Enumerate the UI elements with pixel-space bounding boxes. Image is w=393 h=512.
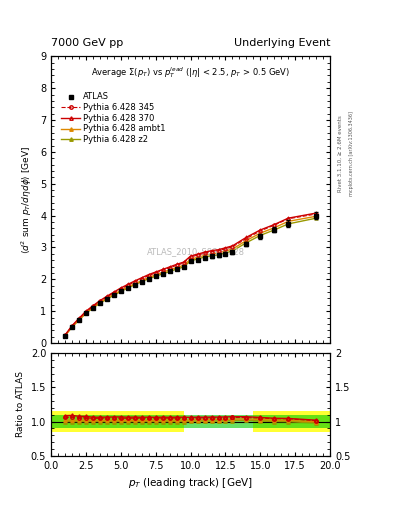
Text: ATLAS_2010_S8894728: ATLAS_2010_S8894728	[147, 247, 245, 256]
Bar	[51, 415, 184, 429]
Y-axis label: $\langle d^2$ sum $p_T/d\eta d\phi\rangle$ [GeV]: $\langle d^2$ sum $p_T/d\eta d\phi\rangl…	[20, 145, 35, 254]
Bar	[51, 411, 184, 432]
Legend: ATLAS, Pythia 6.428 345, Pythia 6.428 370, Pythia 6.428 ambt1, Pythia 6.428 z2: ATLAS, Pythia 6.428 345, Pythia 6.428 37…	[58, 89, 169, 147]
Text: Average $\Sigma(p_T)$ vs $p_T^{lead}$ ($|\eta|$ < 2.5, $p_T$ > 0.5 GeV): Average $\Sigma(p_T)$ vs $p_T^{lead}$ ($…	[91, 65, 290, 80]
X-axis label: $p_T$ (leading track) [GeV]: $p_T$ (leading track) [GeV]	[128, 476, 253, 490]
Y-axis label: Ratio to ATLAS: Ratio to ATLAS	[16, 372, 25, 437]
Text: 7000 GeV pp: 7000 GeV pp	[51, 38, 123, 48]
Bar	[184, 415, 253, 429]
Text: mcplots.cern.ch [arXiv:1306.3436]: mcplots.cern.ch [arXiv:1306.3436]	[349, 111, 354, 196]
Bar	[253, 415, 330, 429]
Bar	[253, 411, 330, 432]
Text: Rivet 3.1.10, ≥ 2.6M events: Rivet 3.1.10, ≥ 2.6M events	[338, 115, 342, 192]
Text: Underlying Event: Underlying Event	[233, 38, 330, 48]
